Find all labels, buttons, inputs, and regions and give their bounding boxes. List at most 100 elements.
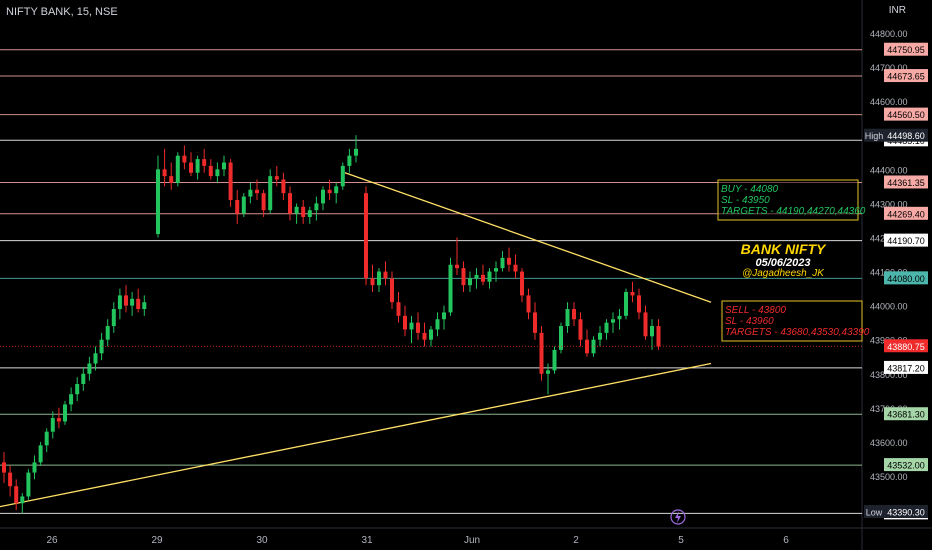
candle-body bbox=[585, 339, 589, 354]
y-tick-label: 44800.00 bbox=[870, 29, 908, 39]
level-price-label: 44361.35 bbox=[887, 178, 925, 188]
candle-body bbox=[487, 271, 492, 282]
lightning-icon bbox=[670, 509, 686, 525]
candle-body bbox=[99, 339, 104, 354]
x-tick-label: 30 bbox=[256, 535, 268, 546]
candle-body bbox=[182, 155, 187, 163]
candle-body bbox=[533, 312, 537, 333]
candle-body bbox=[354, 148, 358, 156]
candle-body bbox=[461, 268, 466, 286]
level-price-label: 44269.40 bbox=[887, 209, 925, 219]
candle-body bbox=[81, 373, 86, 384]
last-price-tag bbox=[884, 339, 928, 353]
author-handle: @Jagadheesh_JK bbox=[742, 268, 825, 279]
buy-text: SL - 43950 bbox=[721, 195, 770, 206]
candle-body bbox=[559, 326, 563, 350]
candle-body bbox=[650, 326, 654, 337]
candle-body bbox=[8, 472, 13, 487]
candle-body bbox=[20, 496, 25, 504]
y-tick-label: 43500.00 bbox=[870, 472, 908, 482]
candle-body bbox=[624, 291, 628, 316]
candle-body bbox=[435, 319, 440, 330]
candle-body bbox=[281, 179, 286, 194]
candle-body bbox=[611, 319, 615, 323]
x-tick-label: Jun bbox=[464, 535, 480, 546]
level-price-tag bbox=[884, 233, 928, 247]
level-price-label: 44750.95 bbox=[887, 45, 925, 55]
x-tick-label: 5 bbox=[678, 535, 684, 546]
y-tick-label: 44300.00 bbox=[870, 199, 908, 209]
candle-body bbox=[222, 162, 226, 170]
candle-body bbox=[455, 264, 459, 269]
candle-body bbox=[117, 295, 122, 310]
candle-body bbox=[69, 394, 74, 405]
candle-body bbox=[130, 298, 135, 306]
high-value-tag bbox=[884, 128, 928, 142]
chart-date: 05/06/2023 bbox=[755, 257, 810, 269]
chart-title: BANK NIFTY bbox=[741, 241, 827, 257]
level-price-tag bbox=[884, 407, 928, 421]
low-label: Low bbox=[866, 508, 883, 518]
low-tag bbox=[864, 505, 884, 518]
candle-body bbox=[63, 404, 67, 422]
candle-body bbox=[294, 206, 299, 214]
candle-body bbox=[38, 445, 43, 463]
candle-body bbox=[422, 332, 427, 340]
candle-body bbox=[513, 264, 518, 272]
candle-body bbox=[175, 155, 180, 183]
buy-box bbox=[717, 179, 859, 221]
candle-body bbox=[604, 322, 609, 333]
candle-body bbox=[2, 462, 6, 473]
candle-body bbox=[75, 383, 80, 395]
symbol-title: NIFTY BANK, 15, NSE bbox=[6, 6, 118, 18]
candle-body bbox=[370, 278, 375, 286]
candle-body bbox=[552, 349, 557, 371]
candle-body bbox=[565, 309, 570, 327]
candle-body bbox=[598, 332, 602, 340]
candle-body bbox=[572, 309, 576, 320]
candle-body bbox=[340, 165, 345, 187]
buy-text: TARGETS - 44190,44270,44360 bbox=[721, 206, 866, 217]
sell-text: SL - 43960 bbox=[725, 316, 774, 327]
level-price-tag bbox=[884, 175, 928, 189]
candle-body bbox=[136, 298, 141, 310]
candle-body bbox=[156, 169, 160, 235]
low-value: 43390.30 bbox=[887, 508, 925, 518]
level-price-tag bbox=[884, 458, 928, 472]
y-tick-label: 44600.00 bbox=[870, 97, 908, 107]
candle-body bbox=[321, 189, 325, 204]
candle-body bbox=[507, 257, 511, 265]
candle-body bbox=[105, 326, 110, 340]
level-price-tag bbox=[884, 360, 928, 374]
candle-body bbox=[500, 257, 505, 269]
level-price-tag bbox=[884, 107, 928, 121]
candle-body bbox=[124, 295, 128, 306]
buy-text: BUY - 44080 bbox=[721, 184, 779, 195]
level-price-label: 44190.70 bbox=[887, 236, 925, 246]
high-tag bbox=[864, 128, 884, 142]
candle-body bbox=[474, 274, 479, 279]
candle-body bbox=[481, 274, 485, 282]
candle-body bbox=[347, 155, 352, 166]
candle-body bbox=[235, 199, 240, 214]
high-value: 44498.60 bbox=[887, 131, 925, 141]
candle-body bbox=[255, 189, 259, 194]
candle-body bbox=[539, 332, 544, 374]
candle-body bbox=[396, 302, 401, 316]
candle-body bbox=[409, 322, 414, 330]
candle-body bbox=[334, 186, 339, 194]
candle-body bbox=[208, 165, 213, 177]
x-tick-label: 26 bbox=[46, 535, 58, 546]
candle-body bbox=[56, 418, 61, 422]
candle-body bbox=[377, 271, 381, 286]
candle-body bbox=[327, 189, 332, 194]
level-price-tag bbox=[884, 206, 928, 220]
x-tick-label: 31 bbox=[361, 535, 373, 546]
candle-body bbox=[520, 271, 524, 296]
candle-body bbox=[637, 295, 641, 313]
candle-body bbox=[50, 418, 55, 432]
resistance-trendline bbox=[344, 172, 712, 303]
candle-body bbox=[546, 370, 550, 374]
candle-body bbox=[268, 176, 273, 211]
